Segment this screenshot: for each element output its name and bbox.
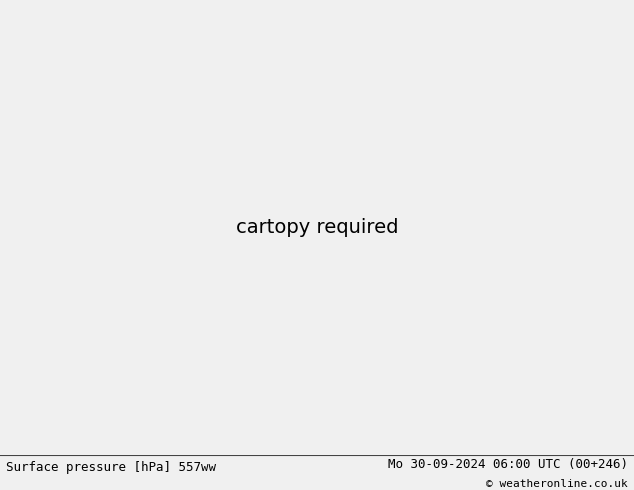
Text: cartopy required: cartopy required: [236, 218, 398, 237]
Text: Surface pressure [hPa] 557ww: Surface pressure [hPa] 557ww: [6, 461, 216, 473]
Text: © weatheronline.co.uk: © weatheronline.co.uk: [486, 479, 628, 489]
Text: Mo 30-09-2024 06:00 UTC (00+246): Mo 30-09-2024 06:00 UTC (00+246): [387, 458, 628, 471]
